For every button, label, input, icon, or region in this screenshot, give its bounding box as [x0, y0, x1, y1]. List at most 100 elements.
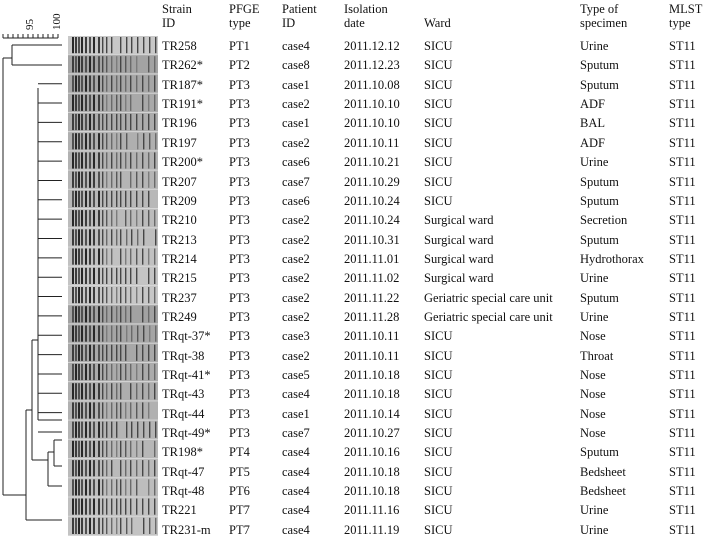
cell-isolation-date: 2011.11.19 — [344, 522, 400, 537]
gel-band — [78, 460, 80, 477]
gel-band — [78, 190, 80, 207]
gel-band — [154, 440, 156, 457]
gel-band — [89, 306, 91, 323]
cell-pfge-type: PT3 — [229, 368, 250, 382]
gel-band — [93, 460, 95, 477]
gel-band — [130, 75, 132, 92]
gel-band — [75, 210, 77, 227]
cell-patient-id: case4 — [282, 387, 310, 402]
gel-band — [125, 498, 127, 515]
gel-band — [136, 190, 138, 207]
gel-band — [78, 421, 80, 438]
gel-band — [106, 517, 108, 534]
cell-patient-id: case2 — [282, 97, 310, 112]
cell-patient-id: case7 — [282, 426, 310, 440]
cell-strain-id: TRqt-48 — [162, 484, 205, 499]
gel-band — [72, 37, 74, 54]
gel-band — [106, 479, 108, 496]
gel-band — [89, 517, 91, 534]
cell-mlst-type: ST11 — [669, 77, 696, 92]
cell-patient-id: case2 — [282, 290, 310, 305]
gel-band — [106, 402, 108, 419]
gel-band — [72, 248, 74, 265]
cell-mlst-type: ST11 — [669, 97, 696, 112]
cell-specimen-type: Nose — [580, 387, 606, 402]
gel-band — [75, 363, 77, 381]
gel-band — [149, 133, 151, 150]
gel-band — [116, 440, 118, 457]
gel-band — [126, 325, 128, 342]
gel-band — [89, 56, 91, 73]
cell-ward: SICU — [424, 135, 453, 150]
gel-band — [81, 248, 83, 265]
gel-band — [106, 325, 108, 342]
cell-specimen-type: Urine — [580, 39, 609, 53]
gel-band — [137, 229, 139, 246]
gel-band — [89, 498, 91, 515]
cell-strain-id: TR221 — [162, 503, 197, 518]
cell-patient-id: case3 — [282, 329, 310, 344]
gel-band — [155, 421, 157, 438]
gel-band — [136, 171, 138, 188]
gel-band — [120, 479, 122, 496]
cell-strain-id: TRqt-43 — [162, 387, 205, 402]
cell-strain-id: TR262* — [162, 58, 203, 73]
gel-band — [102, 479, 104, 496]
gel-band — [154, 363, 156, 381]
cell-isolation-date: 2011.11.02 — [344, 271, 400, 286]
gel-band — [72, 267, 74, 284]
cell-mlst-type: ST11 — [669, 193, 696, 208]
gel-band — [111, 133, 113, 150]
cell-isolation-date: 2011.10.18 — [344, 464, 400, 479]
cell-pfge-type: PT2 — [229, 58, 250, 73]
cell-patient-id: case4 — [282, 503, 310, 518]
gel-band — [116, 325, 118, 342]
gel-band — [93, 363, 95, 381]
cell-specimen-type: Sputum — [580, 193, 619, 208]
cell-ward: SICU — [424, 329, 453, 344]
gel-band — [98, 94, 100, 111]
gel-band — [142, 94, 144, 111]
gel-band — [89, 479, 91, 496]
cell-pfge-type: PT3 — [229, 348, 250, 363]
gel-band — [72, 363, 74, 381]
gel-band — [78, 363, 80, 381]
gel-band — [130, 210, 132, 227]
gel-band — [142, 75, 144, 92]
gel-band — [148, 113, 150, 131]
cell-pfge-type: PT3 — [229, 193, 250, 208]
gel-band — [89, 440, 91, 457]
gel-band — [131, 325, 133, 342]
gel-band — [154, 75, 156, 92]
cell-mlst-type: ST11 — [669, 116, 696, 131]
gel-band — [78, 37, 80, 54]
gel-band — [102, 56, 104, 73]
gel-band — [142, 460, 144, 477]
gel-band — [85, 75, 87, 92]
cell-pfge-type: PT3 — [229, 406, 250, 421]
cell-pfge-type: PT3 — [229, 77, 250, 92]
cell-pfge-type: PT3 — [229, 387, 250, 402]
cell-specimen-type: Bedsheet — [580, 464, 626, 479]
gel-band — [102, 363, 104, 381]
gel-band — [93, 190, 95, 207]
cell-strain-id: TR258 — [162, 39, 197, 53]
gel-band — [142, 363, 144, 381]
gel-band — [75, 421, 77, 438]
cell-pfge-type: PT3 — [229, 174, 250, 189]
gel-band — [89, 113, 91, 131]
gel-band — [111, 267, 113, 284]
gel-band — [111, 75, 113, 92]
header-specimen-type: Type of specimen — [580, 2, 628, 30]
gel-band — [78, 171, 80, 188]
gel-band — [111, 344, 113, 361]
gel-band — [72, 229, 74, 246]
cell-pfge-type: PT5 — [229, 464, 250, 479]
gel-band — [75, 190, 77, 207]
cell-specimen-type: Nose — [580, 426, 606, 440]
cell-isolation-date: 2011.10.10 — [344, 97, 400, 112]
gel-band — [98, 75, 100, 92]
cell-patient-id: case2 — [282, 309, 310, 324]
gel-band — [72, 383, 74, 400]
cell-ward: Surgical ward — [424, 271, 494, 286]
